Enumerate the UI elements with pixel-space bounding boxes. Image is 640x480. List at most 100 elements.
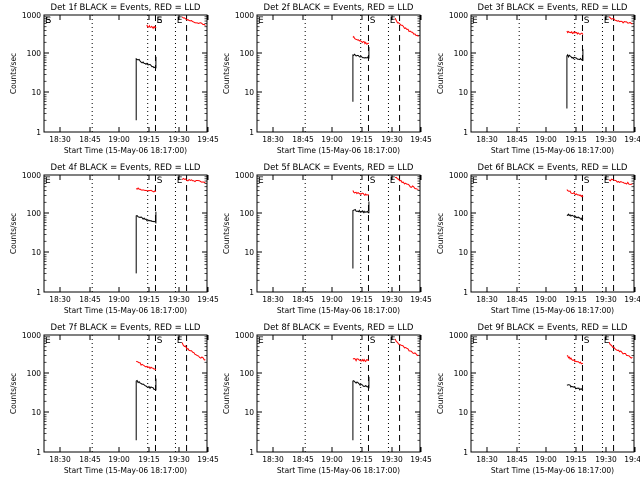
x-tick-label: 19:15 bbox=[138, 295, 160, 304]
event-marker-label: E bbox=[156, 16, 162, 26]
y-tick-label: 100 bbox=[454, 369, 469, 378]
x-tick-label: 19:00 bbox=[321, 455, 343, 464]
y-tick-label: 1000 bbox=[449, 11, 468, 20]
panel-title: Det 9f BLACK = Events, RED = LLD bbox=[478, 323, 628, 333]
lld-series-line bbox=[181, 16, 206, 26]
event-marker-label: S bbox=[370, 336, 376, 346]
x-axis-title: Start Time (15-May-06 18:17:00) bbox=[277, 306, 400, 315]
events-series-line bbox=[352, 201, 370, 269]
event-marker-label: E bbox=[258, 16, 264, 26]
event-marker-label: E bbox=[472, 336, 478, 346]
x-tick-label: 18:45 bbox=[79, 455, 101, 464]
x-tick-label: 18:45 bbox=[506, 135, 528, 144]
x-tick-label: 19:45 bbox=[197, 295, 219, 304]
lld-series-line bbox=[352, 190, 369, 197]
y-axis-title: Counts/sec bbox=[436, 213, 445, 254]
x-axis-title: Start Time (15-May-06 18:17:00) bbox=[64, 306, 187, 315]
x-tick-label: 18:30 bbox=[49, 135, 71, 144]
y-tick-label: 1000 bbox=[22, 171, 41, 180]
lld-series-line bbox=[352, 358, 369, 363]
lld-series-line bbox=[608, 16, 633, 25]
panel-title: Det 6f BLACK = Events, RED = LLD bbox=[478, 163, 628, 173]
panel-title: Det 8f BLACK = Events, RED = LLD bbox=[264, 323, 414, 333]
event-marker-label: E bbox=[390, 176, 396, 186]
y-tick-label: 10 bbox=[244, 408, 254, 417]
y-tick-label: 100 bbox=[27, 209, 42, 218]
x-tick-label: 19:45 bbox=[624, 135, 640, 144]
y-tick-label: 1 bbox=[463, 448, 468, 457]
panel-title: Det 7f BLACK = Events, RED = LLD bbox=[51, 323, 201, 333]
event-marker-label: S bbox=[157, 16, 163, 26]
y-tick-label: 10 bbox=[458, 88, 468, 97]
x-tick-label: 18:45 bbox=[292, 295, 314, 304]
events-series-line bbox=[352, 46, 370, 102]
event-marker-label: E bbox=[177, 16, 183, 26]
y-axis-title: Counts/sec bbox=[9, 53, 18, 94]
x-tick-label: 19:00 bbox=[321, 135, 343, 144]
events-series-line bbox=[135, 378, 157, 441]
y-tick-label: 100 bbox=[240, 369, 255, 378]
lld-series-line bbox=[608, 341, 633, 359]
x-tick-label: 18:45 bbox=[506, 295, 528, 304]
y-tick-label: 10 bbox=[31, 88, 41, 97]
y-tick-label: 1 bbox=[463, 288, 468, 297]
event-marker-label: S bbox=[370, 16, 376, 26]
y-tick-label: 1000 bbox=[235, 171, 254, 180]
detector-panel: Det 3f BLACK = Events, RED = LLD 1 10 100 10… bbox=[436, 3, 640, 155]
x-tick-label: 19:00 bbox=[108, 455, 130, 464]
plot-frame bbox=[470, 334, 635, 453]
x-tick-label: 19:00 bbox=[535, 455, 557, 464]
events-series-line bbox=[352, 376, 370, 441]
lld-series-line bbox=[352, 35, 370, 45]
x-axis-title: Start Time (15-May-06 18:17:00) bbox=[277, 146, 400, 155]
x-tick-label: 19:00 bbox=[108, 135, 130, 144]
lld-series-line bbox=[181, 177, 206, 184]
event-marker-label: E bbox=[604, 336, 610, 346]
y-tick-label: 10 bbox=[31, 248, 41, 257]
y-tick-label: 1 bbox=[36, 448, 41, 457]
detector-panel: Det 7f BLACK = Events, RED = LLD 1 10 100 10… bbox=[9, 323, 219, 475]
y-tick-label: 100 bbox=[454, 49, 469, 58]
x-tick-label: 18:45 bbox=[506, 455, 528, 464]
y-tick-label: 10 bbox=[458, 248, 468, 257]
y-axis-title: Counts/sec bbox=[222, 53, 231, 94]
x-tick-label: 19:45 bbox=[410, 455, 432, 464]
x-axis-title: Start Time (15-May-06 18:17:00) bbox=[491, 146, 614, 155]
event-marker-label: E bbox=[45, 16, 51, 26]
lld-series-line bbox=[136, 360, 157, 371]
x-tick-label: 18:45 bbox=[292, 455, 314, 464]
y-tick-label: 100 bbox=[240, 49, 255, 58]
x-tick-label: 19:00 bbox=[535, 135, 557, 144]
event-marker-label: S bbox=[46, 16, 52, 26]
x-tick-label: 19:15 bbox=[351, 135, 373, 144]
x-tick-label: 19:15 bbox=[565, 455, 587, 464]
x-tick-label: 19:30 bbox=[381, 135, 403, 144]
plot-frame bbox=[256, 14, 421, 133]
y-tick-label: 100 bbox=[27, 369, 42, 378]
y-tick-label: 1000 bbox=[449, 171, 468, 180]
x-axis-title: Start Time (15-May-06 18:17:00) bbox=[277, 466, 400, 475]
plot-frame bbox=[256, 334, 421, 453]
lld-series-line bbox=[566, 355, 584, 365]
x-tick-label: 18:30 bbox=[49, 295, 71, 304]
lld-series-line bbox=[394, 338, 419, 357]
panel-title: Det 5f BLACK = Events, RED = LLD bbox=[264, 163, 414, 173]
x-tick-label: 19:00 bbox=[321, 295, 343, 304]
lld-series-line bbox=[135, 187, 157, 193]
event-marker-label: E bbox=[177, 336, 183, 346]
plot-frame bbox=[470, 174, 635, 293]
x-tick-label: 19:30 bbox=[595, 455, 617, 464]
y-tick-label: 10 bbox=[458, 408, 468, 417]
x-tick-label: 19:30 bbox=[381, 295, 403, 304]
lld-series-line bbox=[566, 189, 584, 198]
plot-frame bbox=[43, 334, 208, 453]
x-tick-label: 18:45 bbox=[79, 295, 101, 304]
y-tick-label: 100 bbox=[27, 49, 42, 58]
y-tick-label: 1000 bbox=[235, 11, 254, 20]
y-tick-label: 1000 bbox=[235, 331, 254, 340]
event-marker-label: E bbox=[45, 336, 51, 346]
x-tick-label: 19:00 bbox=[108, 295, 130, 304]
x-tick-label: 19:30 bbox=[168, 295, 190, 304]
x-axis-title: Start Time (15-May-06 18:17:00) bbox=[64, 466, 187, 475]
detector-panel: Det 1f BLACK = Events, RED = LLD 1 10 100 10… bbox=[9, 3, 219, 155]
